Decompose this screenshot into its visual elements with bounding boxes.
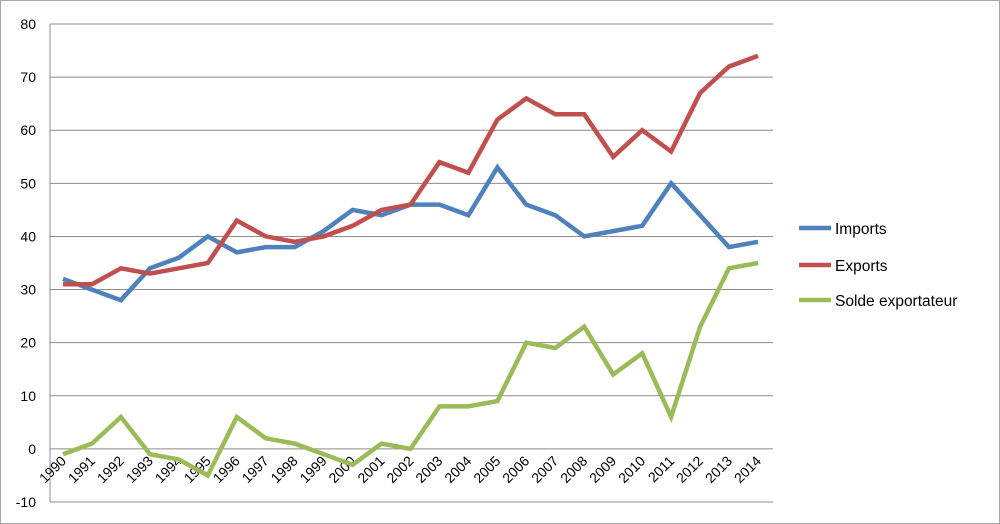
x-tick-label: 1991 xyxy=(65,453,98,486)
y-tick-label: -10 xyxy=(16,494,36,510)
x-tick-label: 2010 xyxy=(615,453,648,486)
legend-label-exports: Exports xyxy=(835,258,888,275)
y-tick-label: 50 xyxy=(20,175,36,191)
y-tick-label: 0 xyxy=(28,441,36,457)
x-tick-label: 2003 xyxy=(412,453,445,486)
x-tick-label: 2013 xyxy=(702,453,735,486)
x-tick-label: 1990 xyxy=(36,453,69,486)
x-tick-label: 2008 xyxy=(557,453,590,486)
y-tick-label: 80 xyxy=(20,16,36,32)
legend-label-solde-exportateur: Solde exportateur xyxy=(835,293,957,310)
x-tick-label: 2007 xyxy=(528,453,561,486)
x-tick-label: 2009 xyxy=(586,453,619,486)
series-line-imports xyxy=(62,163,759,303)
x-tick-label: 1999 xyxy=(296,453,329,486)
x-tick-label: 2006 xyxy=(499,453,532,486)
x-tick-label: 2012 xyxy=(673,453,706,486)
x-tick-label: 2014 xyxy=(731,453,764,486)
x-tick-label: 1997 xyxy=(238,453,271,486)
y-axis-tick-labels: 80 70 60 50 40 30 20 10 0 -10 xyxy=(16,16,36,510)
y-tick-label: 10 xyxy=(20,388,36,404)
series-lines xyxy=(62,53,759,479)
x-tick-label: 2005 xyxy=(470,453,503,486)
x-tick-label: 1998 xyxy=(267,453,300,486)
x-axis-tick-labels: 1990199119921993199419951996199719981999… xyxy=(36,453,764,486)
y-tick-label: 20 xyxy=(20,335,36,351)
legend: Imports Exports Solde exportateur xyxy=(799,221,957,310)
x-tick-label: 2002 xyxy=(383,453,416,486)
x-tick-label: 2004 xyxy=(441,453,474,486)
y-tick-label: 70 xyxy=(20,69,36,85)
legend-label-imports: Imports xyxy=(835,221,887,238)
y-tick-label: 60 xyxy=(20,122,36,138)
x-tick-label: 1992 xyxy=(94,453,127,486)
y-tick-label: 30 xyxy=(20,282,36,298)
x-tick-label: 1993 xyxy=(123,453,156,486)
x-tick-label: 2011 xyxy=(645,453,678,486)
series-line-exports xyxy=(63,53,759,287)
series-line-solde-exportateur xyxy=(62,260,759,479)
y-tick-label: 40 xyxy=(20,228,36,244)
